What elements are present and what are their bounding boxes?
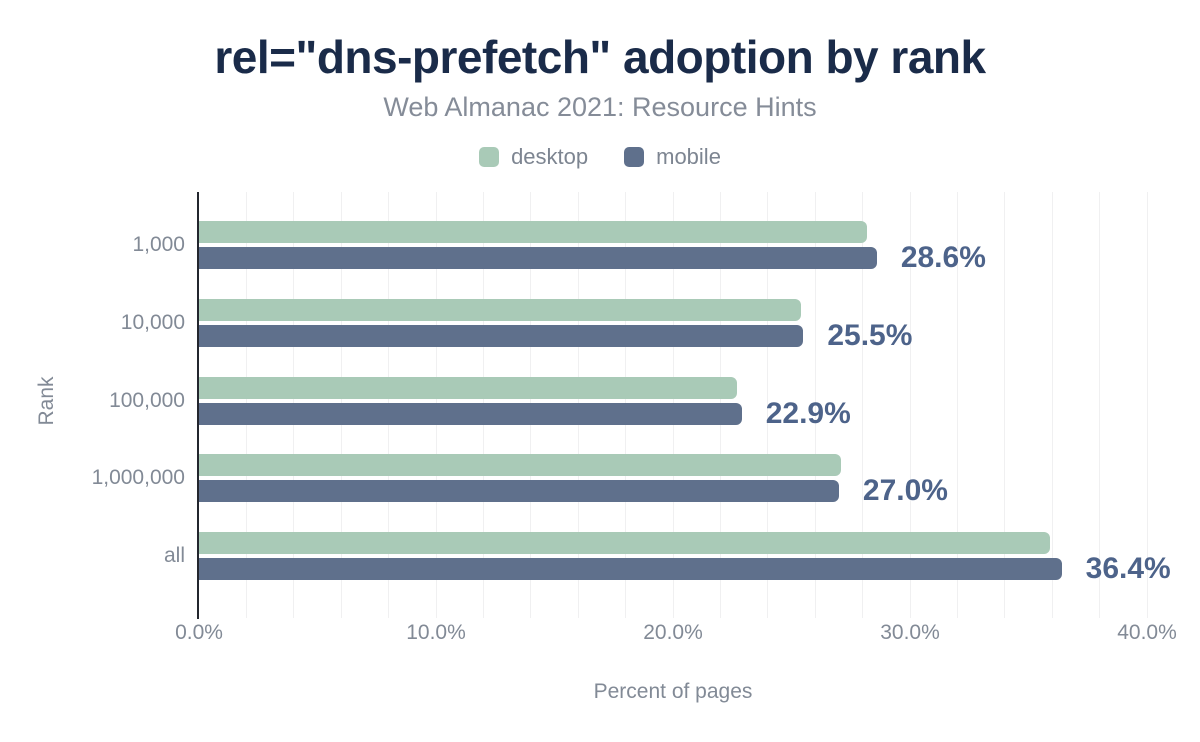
category-label: all [163,544,185,567]
x-tick-label: 30.0% [880,621,940,644]
legend-item-mobile: mobile [624,144,721,170]
bar-desktop [199,376,737,399]
gridline [1051,192,1053,618]
bar-desktop [199,532,1050,554]
category-label: 10,000 [120,310,185,334]
chart-subtitle: Web Almanac 2021: Resource Hints [383,92,817,122]
legend-swatch-mobile-icon [624,147,645,167]
gridline [862,192,864,618]
bar-desktop [199,298,801,321]
bar-desktop [199,221,868,243]
x-tick-label: 40.0% [1117,621,1177,644]
bar-mobile [199,324,804,347]
category-label: 100,000 [109,388,185,412]
x-tick-label: 20.0% [643,621,703,644]
chart-row-100000: 100,000 22.9% [109,376,1147,430]
bar-mobile [199,558,1062,580]
plot-area: 1,000 28.6% 10,000 25.5% 100,000 22.9% 1,000,0… [92,192,1171,619]
x-tick-label: 10.0% [406,621,466,644]
gridline [767,192,769,618]
value-label: 22.9% [765,396,851,430]
bar-mobile [199,402,742,425]
bar-mobile [199,480,839,503]
value-label: 27.0% [862,474,948,508]
gridline [1004,192,1006,618]
chart-row-1000000: 1,000,000 27.0% [92,454,1147,507]
bar-desktop [199,454,842,477]
legend: desktop mobile [0,144,1200,170]
value-label: 28.6% [900,241,986,274]
chart-row-1000: 1,000 28.6% [132,221,1147,274]
gridline [1146,192,1148,618]
chart-title: rel="dns-prefetch" adoption by rank [214,31,986,83]
x-axis-ticks: 0.0% 10.0% 20.0% 30.0% 40.0% [175,621,1177,647]
gridline [909,192,911,618]
gridline [956,192,958,618]
value-label: 36.4% [1085,552,1171,585]
legend-item-desktop: desktop [479,144,588,170]
category-label: 1,000,000 [91,466,185,490]
category-label: 1,000 [132,233,185,256]
x-tick-label: 0.0% [175,621,223,644]
y-axis-title: Rank [35,376,58,426]
chart-row-all: all 36.4% [164,532,1171,585]
chart-row-10000: 10,000 25.5% [121,298,1147,352]
gridline [1099,192,1101,618]
legend-swatch-desktop-icon [479,147,500,167]
bar-mobile [199,247,877,269]
legend-label-mobile: mobile [656,144,721,169]
y-axis-line [197,192,199,619]
bar-rows: 1,000 28.6% 10,000 25.5% 100,000 22.9% 1,000,0… [92,192,1171,610]
value-label: 25.5% [827,318,913,352]
legend-label-desktop: desktop [511,144,589,169]
x-axis-title: Percent of pages [593,680,753,703]
gridline [814,192,816,618]
